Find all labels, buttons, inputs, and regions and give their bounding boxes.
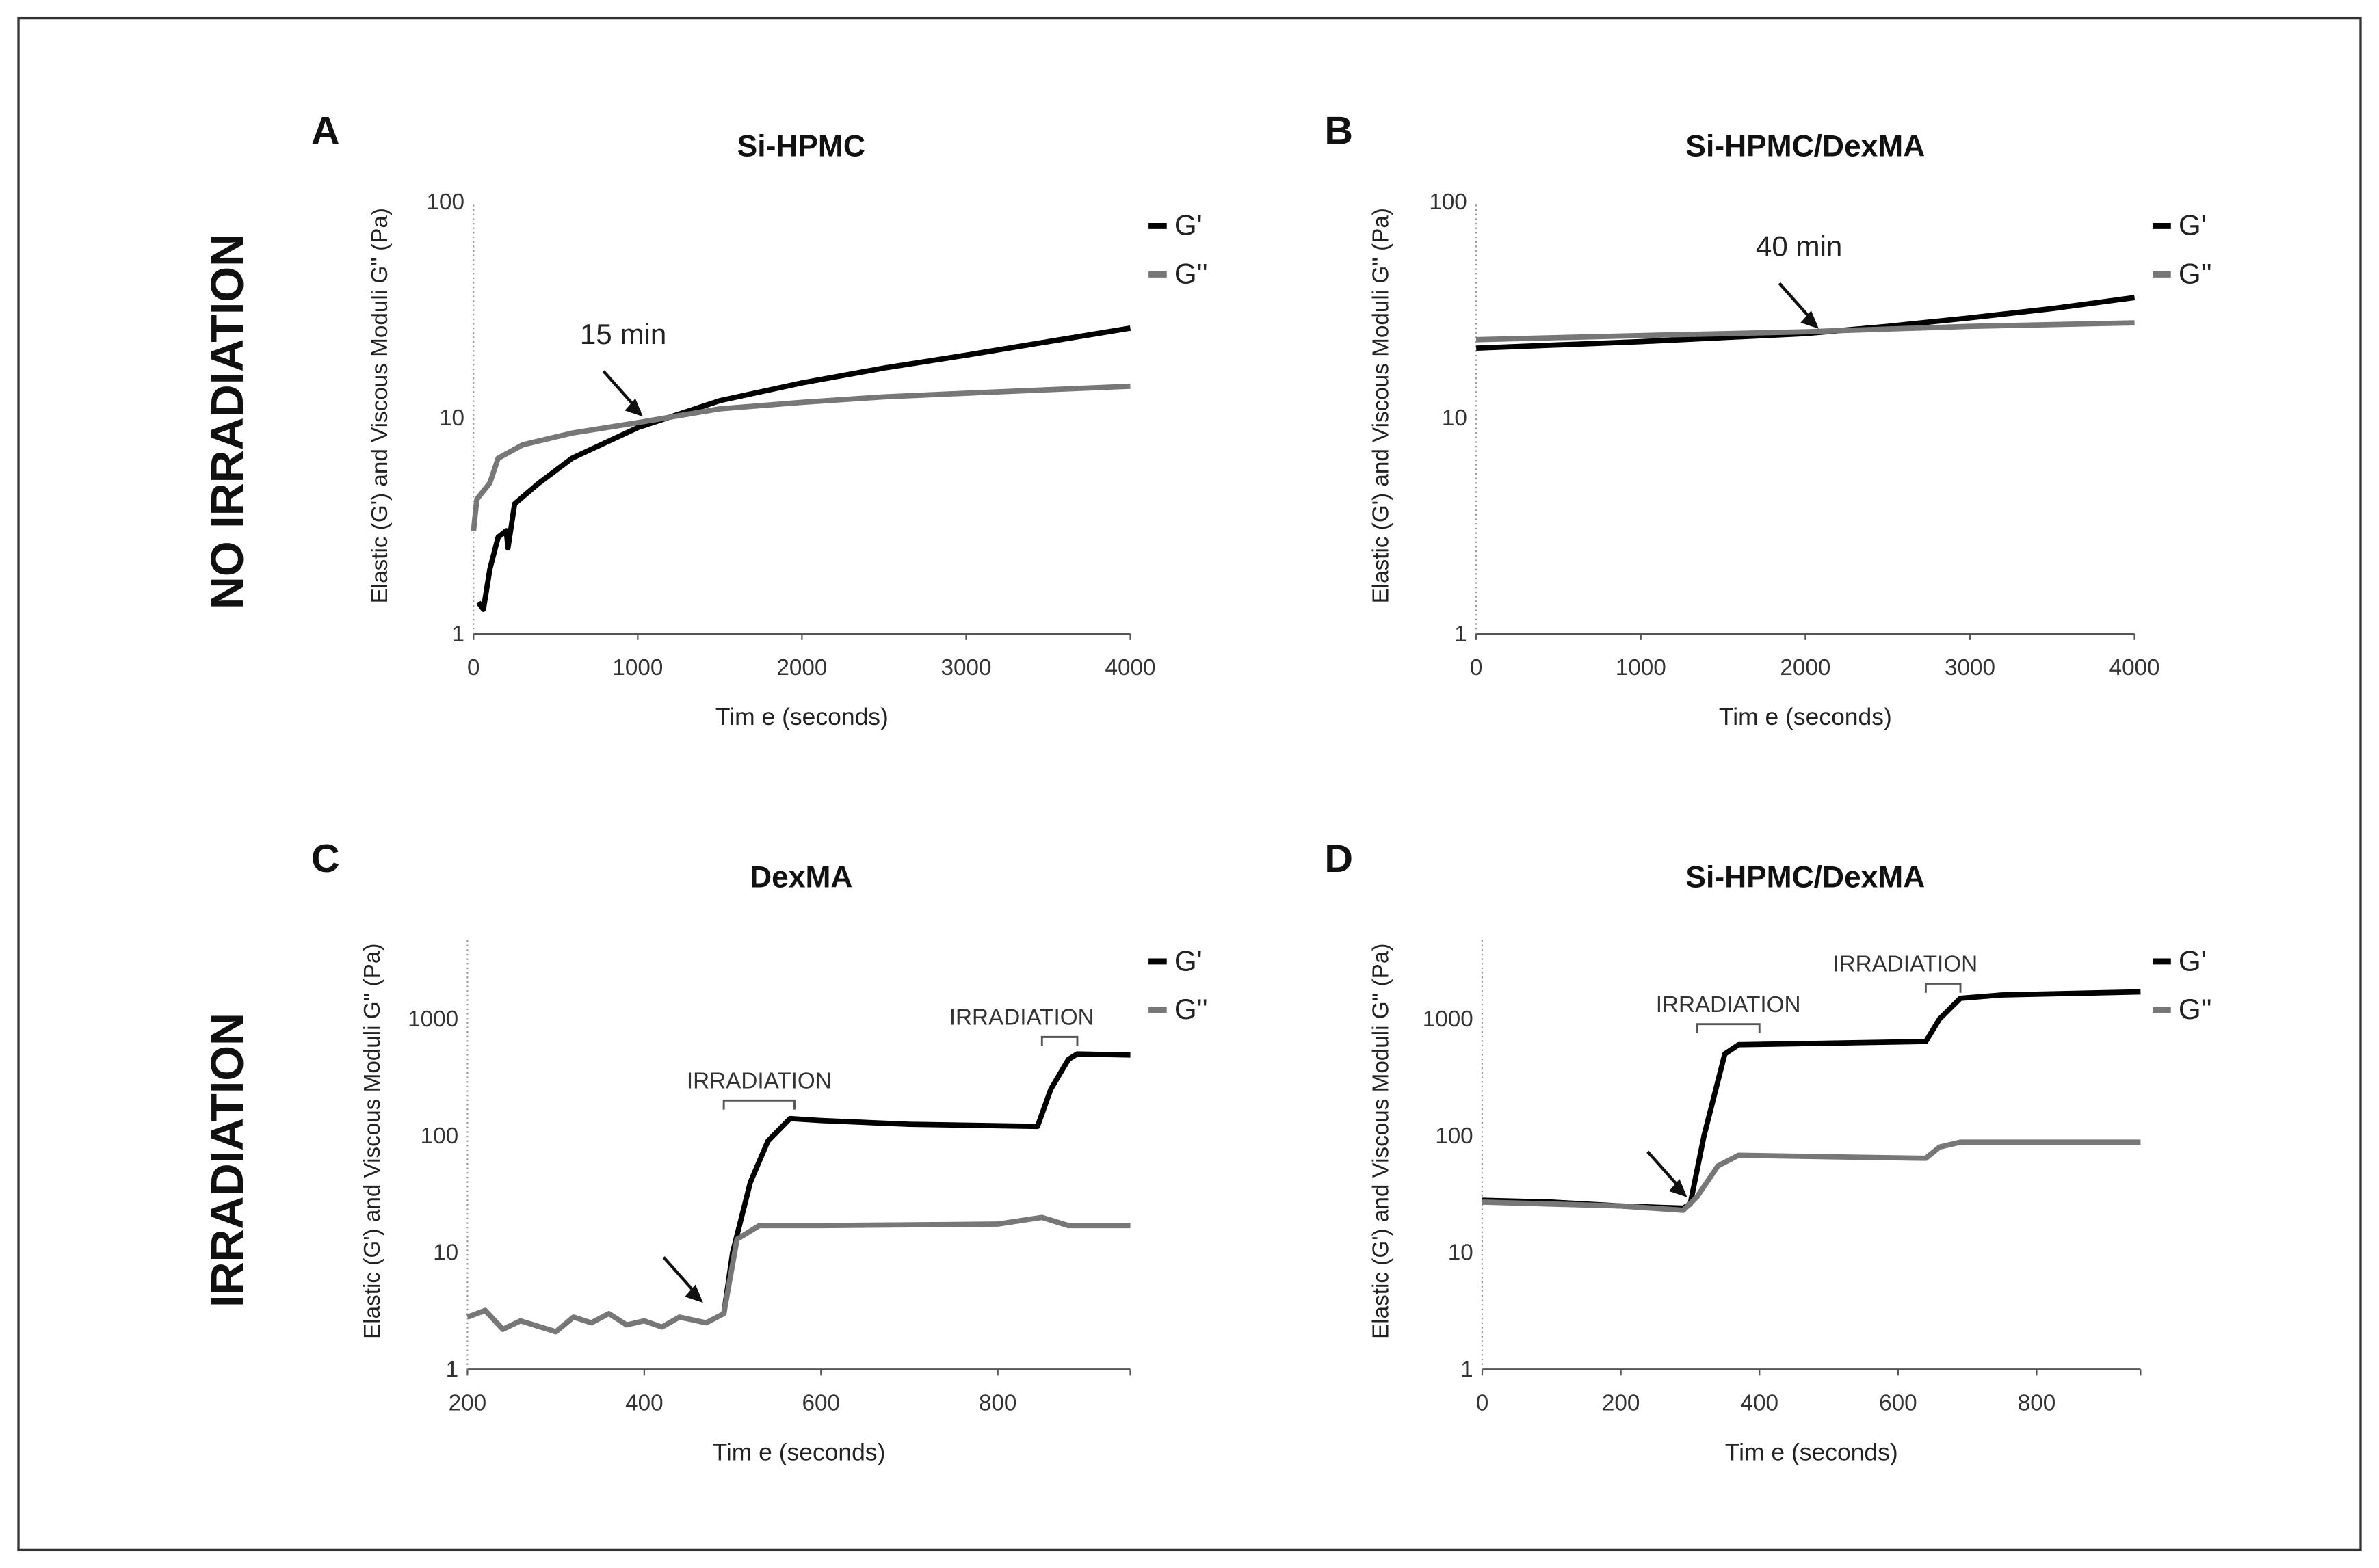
arrow-head-icon (685, 1284, 703, 1303)
x-tick-label: 3000 (1945, 655, 1995, 680)
x-tick-label: 200 (1602, 1390, 1640, 1416)
y-tick-label: 1000 (408, 1007, 458, 1032)
series-line-g-double-prime (1482, 1139, 2141, 1213)
y-axis-label: Elastic (G') and Viscous Moduli G'' (Pa) (360, 944, 385, 1339)
legend-label: G' (1174, 209, 1202, 241)
series-line-g-double-prime (1476, 320, 2135, 343)
arrow-head-icon (625, 398, 643, 417)
x-tick-label: 2000 (1780, 655, 1830, 680)
panel-b: B Si-HPMC/DexMA 0 1000 2000 3000 4000 1 10 100 Tim… (1324, 109, 2211, 730)
chart-title: Si-HPMC/DexMA (1685, 860, 1925, 894)
y-tick-label: 100 (427, 189, 464, 215)
figure-frame (17, 16, 2362, 1552)
chart-title: Si-HPMC/DexMA (1685, 129, 1925, 163)
y-tick-label: 10 (1448, 1240, 1473, 1266)
x-tick-label: 3000 (941, 655, 991, 680)
irradiation-label: IRRADIATION (1656, 992, 1801, 1018)
legend-label: G'' (1174, 993, 1208, 1025)
x-axis-label: Tim e (seconds) (1719, 703, 1892, 730)
irradiation-bracket (722, 1099, 796, 1110)
x-tick-label: 4000 (1105, 655, 1156, 680)
crossover-annotation: 40 min (1756, 230, 1842, 262)
series-line-g-prime (476, 325, 1131, 612)
irradiation-label: IRRADIATION (949, 1005, 1094, 1031)
panel-letter: C (311, 837, 340, 881)
y-tick-label: 10 (439, 406, 464, 431)
chart-title: Si-HPMC (737, 129, 865, 163)
x-tick-label: 800 (979, 1390, 1016, 1416)
series-line-g-double-prime (466, 1214, 1131, 1335)
panel-c: C DexMA 200 400 600 800 1 10 100 1000 Tim e (secon… (311, 837, 1208, 1465)
panel-letter: A (311, 109, 340, 153)
y-tick-label: 1 (1460, 1357, 1473, 1383)
x-tick-label: 1000 (612, 655, 663, 680)
irradiation-label: IRRADIATION (687, 1069, 832, 1094)
series-line-g-double-prime (471, 383, 1131, 531)
x-axis-label: Tim e (seconds) (1725, 1439, 1898, 1466)
x-tick-label: 2000 (776, 655, 827, 680)
y-tick-label: 1 (1454, 622, 1467, 647)
row-label-no-irradiation: NO IRRADIATION (202, 234, 253, 609)
x-tick-label: 400 (625, 1390, 663, 1416)
y-axis-label: Elastic (G') and Viscous Moduli G'' (Pa) (1369, 944, 1394, 1339)
panel-letter: D (1324, 837, 1353, 881)
panel-letter: B (1324, 109, 1353, 153)
x-tick-label: 400 (1740, 1390, 1778, 1416)
x-tick-label: 600 (802, 1390, 840, 1416)
y-tick-label: 10 (433, 1240, 458, 1266)
x-tick-label: 800 (2018, 1390, 2055, 1416)
y-tick-label: 1000 (1423, 1007, 1473, 1032)
irradiation-bracket (1924, 983, 1962, 993)
y-tick-label: 10 (1442, 406, 1467, 431)
irradiation-label: IRRADIATION (1832, 952, 1977, 977)
crossover-annotation: 15 min (580, 318, 666, 350)
legend-label: G' (2179, 944, 2207, 976)
y-axis-label: Elastic (G') and Viscous Moduli G'' (Pa) (1369, 208, 1394, 603)
x-tick-label: 0 (467, 655, 480, 680)
panel-d: D Si-HPMC/DexMA 0 200 400 600 800 1 10 100 1000 Tim… (1324, 837, 2211, 1465)
x-tick-label: 0 (1470, 655, 1483, 680)
legend-label: G'' (1174, 258, 1208, 290)
series-line-g-prime (1475, 295, 2135, 351)
arrow-head-icon (1668, 1179, 1687, 1197)
y-tick-label: 100 (1435, 1124, 1473, 1149)
legend-label: G' (2179, 209, 2207, 241)
legend-label: G'' (2179, 258, 2212, 290)
chart-title: DexMA (750, 860, 852, 894)
x-tick-label: 600 (1879, 1390, 1917, 1416)
y-tick-label: 1 (451, 622, 464, 647)
y-tick-label: 1 (446, 1357, 459, 1383)
y-tick-label: 100 (1429, 189, 1467, 215)
y-axis-label: Elastic (G') and Viscous Moduli G'' (Pa) (367, 208, 393, 603)
legend-label: G' (1174, 944, 1202, 976)
x-tick-label: 4000 (2109, 655, 2160, 680)
irradiation-bracket (1696, 1023, 1761, 1034)
y-tick-label: 100 (421, 1124, 458, 1149)
x-axis-label: Tim e (seconds) (712, 1439, 885, 1466)
panel-a: A Si-HPMC 0 1000 2000 3000 4000 1 10 100 Tim e (se… (311, 109, 1208, 730)
x-axis-label: Tim e (seconds) (715, 703, 889, 730)
irradiation-bracket (1040, 1035, 1079, 1046)
x-tick-label: 0 (1476, 1390, 1489, 1416)
arrow-head-icon (1800, 310, 1819, 329)
series-line-g-prime (721, 1051, 1131, 1314)
legend-label: G'' (2179, 993, 2212, 1025)
x-tick-label: 200 (449, 1390, 486, 1416)
row-label-irradiation: IRRADIATION (202, 1013, 253, 1307)
x-tick-label: 1000 (1616, 655, 1666, 680)
